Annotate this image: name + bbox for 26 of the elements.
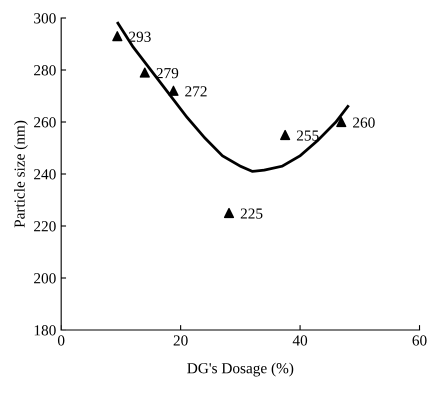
x-axis-title: DG's Dosage (%) bbox=[187, 362, 294, 377]
x-tick-label: 60 bbox=[412, 335, 427, 346]
y-tick-label: 200 bbox=[34, 273, 56, 284]
point bbox=[336, 116, 346, 128]
y-tick-label: 280 bbox=[34, 65, 56, 76]
data-label: 255 bbox=[296, 130, 319, 141]
data-label: 225 bbox=[240, 208, 262, 219]
data-label: 293 bbox=[129, 32, 151, 42]
point bbox=[140, 68, 150, 78]
x-tick-label: 40 bbox=[292, 335, 308, 346]
point bbox=[224, 208, 234, 218]
y-tick-label: 240 bbox=[34, 169, 56, 180]
y-tick-label: 260 bbox=[34, 117, 56, 128]
point bbox=[168, 86, 179, 96]
y-axis-title: Particle size (nm) bbox=[14, 120, 28, 228]
y-tick-label: 300 bbox=[34, 13, 56, 24]
x-tick-label: 0 bbox=[58, 335, 64, 346]
point bbox=[280, 130, 290, 140]
y-tick-label: 220 bbox=[34, 221, 56, 232]
data-label: 260 bbox=[353, 117, 375, 128]
line-series bbox=[116, 22, 350, 173]
point bbox=[112, 31, 122, 42]
y-tick-label: 180 bbox=[34, 325, 56, 336]
x-tick-label: 20 bbox=[174, 335, 188, 346]
data-label: 279 bbox=[156, 68, 178, 78]
data-label: 272 bbox=[185, 86, 207, 96]
